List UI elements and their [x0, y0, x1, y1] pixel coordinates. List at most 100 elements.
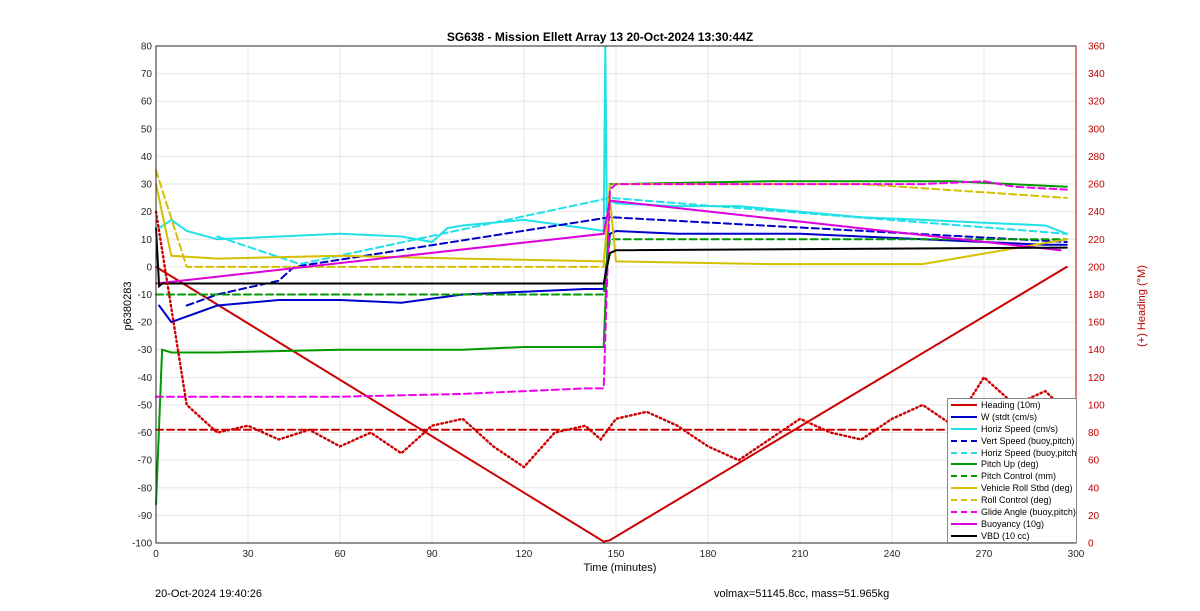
legend-label: Horiz Speed (cm/s) [981, 423, 1059, 434]
x-tick-label: 270 [976, 549, 993, 560]
legend-item: Glide Angle (buoy,pitch) [948, 506, 1076, 518]
y-tick-label: 40 [141, 152, 153, 163]
y2-tick-label: 260 [1088, 180, 1105, 191]
legend-label: Pitch Up (deg) [981, 459, 1039, 470]
series-line [185, 216, 1068, 307]
tick-labels: 0 30 60 90 120 150 180 210 240 270 300-100-90-80-7… [132, 42, 1105, 561]
y-tick-label: -40 [138, 373, 153, 384]
y2-tick-label: 100 [1088, 400, 1105, 411]
x-tick-label: 120 [516, 549, 533, 560]
series-line [155, 199, 1062, 285]
y2-tick-label: 240 [1088, 207, 1105, 218]
y-tick-label: 10 [141, 235, 153, 246]
y2-tick-label: 160 [1088, 318, 1105, 329]
x-tick-label: 300 [1068, 549, 1085, 560]
legend-item: Pitch Control (mm) [948, 470, 1076, 482]
y2-axis-label: (+) Heading (°M) [1136, 265, 1148, 347]
x-tick-label: 240 [884, 549, 901, 560]
y2-tick-label: 220 [1088, 235, 1105, 246]
legend-label: VBD (10 cc) [981, 530, 1030, 541]
legend-swatch [951, 475, 977, 478]
series-line [155, 227, 1068, 289]
legend-item: Vert Speed (buoy,pitch) [948, 435, 1076, 447]
y-tick-label: -100 [132, 539, 152, 550]
legend-swatch [951, 499, 977, 502]
x-axis-label: Time (minutes) [583, 562, 657, 574]
legend-item: Pitch Up (deg) [948, 458, 1076, 470]
legend-swatch [951, 522, 977, 525]
y-tick-label: 0 [146, 262, 152, 273]
y2-tick-label: 340 [1088, 69, 1105, 80]
y-tick-label: 50 [141, 124, 153, 135]
y-tick-label: -20 [138, 318, 153, 329]
series-layer [154, 45, 1069, 543]
legend-item: Heading (10m) [948, 399, 1076, 411]
y2-tick-label: 60 [1088, 456, 1100, 467]
footer-params: volmax=51145.8cc, mass=51.965kg [714, 588, 890, 600]
legend-swatch [951, 403, 977, 406]
legend-swatch [951, 463, 977, 466]
legend-item: VBD (10 cc) [948, 530, 1076, 542]
y2-tick-label: 80 [1088, 428, 1100, 439]
legend-label: Buoyancy (10g) [981, 518, 1045, 529]
x-tick-label: 0 [153, 549, 159, 560]
y-tick-label: -60 [138, 428, 153, 439]
y2-tick-label: 40 [1088, 483, 1100, 494]
y2-tick-label: 20 [1088, 511, 1100, 522]
y-tick-label: 30 [141, 180, 153, 191]
x-tick-label: 210 [792, 549, 809, 560]
y2-tick-label: 320 [1088, 97, 1105, 108]
legend-label: Roll Control (deg) [981, 495, 1052, 506]
series-line [158, 229, 1068, 324]
legend-label: Heading (10m) [981, 399, 1041, 410]
y-tick-label: 20 [141, 207, 153, 218]
chart-title: SG638 - Mission Ellett Array 13 20-Oct-2… [446, 30, 754, 44]
legend-label: Vehicle Roll Stbd (deg) [981, 483, 1073, 494]
footer-timestamp: 20-Oct-2024 19:40:26 [155, 588, 263, 600]
legend-item: Vehicle Roll Stbd (deg) [948, 482, 1076, 494]
legend-item: W (stdt (cm/s) [948, 411, 1076, 423]
legend-swatch [951, 439, 977, 442]
legend-label: Pitch Control (mm) [981, 471, 1057, 482]
x-tick-label: 180 [700, 549, 717, 560]
legend-swatch [951, 487, 977, 490]
legend-item: Roll Control (deg) [948, 494, 1076, 506]
legend-label: Vert Speed (buoy,pitch) [981, 435, 1075, 446]
series-line [155, 265, 1068, 543]
y2-tick-label: 200 [1088, 262, 1105, 273]
x-tick-label: 90 [426, 549, 438, 560]
legend-label: Glide Angle (buoy,pitch) [981, 506, 1076, 517]
y2-tick-label: 180 [1088, 290, 1105, 301]
series-line [155, 180, 1068, 398]
series-line [154, 210, 1069, 469]
legend-label: Horiz Speed (buoy,pitch) [981, 447, 1076, 458]
y2-tick-label: 280 [1088, 152, 1105, 163]
series-line [216, 196, 1068, 266]
y-tick-label: -50 [138, 400, 153, 411]
y-tick-label: 60 [141, 97, 153, 108]
x-tick-label: 30 [242, 549, 254, 560]
legend-swatch [951, 427, 977, 430]
y-tick-label: -10 [138, 290, 153, 301]
y2-tick-label: 300 [1088, 124, 1105, 135]
legend-item: Horiz Speed (cm/s) [948, 423, 1076, 435]
y-tick-label: 80 [141, 42, 153, 53]
legend-swatch [951, 415, 977, 418]
y-tick-label: -30 [138, 345, 153, 356]
series-line [158, 45, 1068, 244]
series-line [155, 180, 1068, 506]
y-tick-label: 70 [141, 69, 153, 80]
legend-swatch [951, 534, 977, 537]
legend-item: Horiz Speed (buoy,pitch) [948, 447, 1076, 459]
y2-tick-label: 0 [1088, 539, 1094, 550]
x-tick-label: 150 [608, 549, 625, 560]
y2-tick-label: 140 [1088, 345, 1105, 356]
legend-item: Buoyancy (10g) [948, 518, 1076, 530]
y-axis-label: p6380283 [122, 281, 134, 331]
y-tick-label: -80 [138, 483, 153, 494]
y-tick-label: -70 [138, 456, 153, 467]
y2-tick-label: 120 [1088, 373, 1105, 384]
x-tick-label: 60 [334, 549, 346, 560]
y2-tick-label: 360 [1088, 42, 1105, 53]
